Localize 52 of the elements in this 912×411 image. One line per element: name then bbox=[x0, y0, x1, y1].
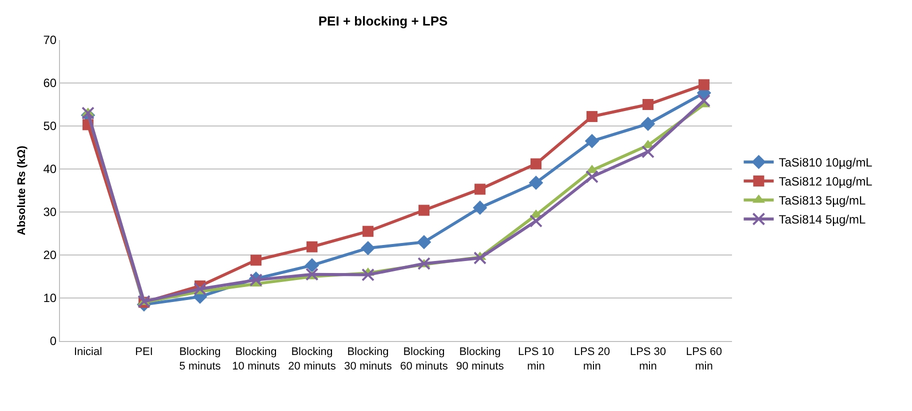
legend-label: TaSi813 5µg/mL bbox=[778, 194, 866, 208]
y-tick-label: 30 bbox=[43, 205, 57, 220]
y-tick-label: 70 bbox=[43, 33, 57, 48]
point bbox=[194, 282, 206, 296]
x-tick-label: Blocking 30 minuts bbox=[344, 346, 392, 372]
point bbox=[474, 184, 486, 195]
point bbox=[530, 214, 542, 228]
y-tick-label: 60 bbox=[43, 76, 57, 90]
point bbox=[528, 176, 544, 190]
point bbox=[360, 240, 376, 256]
point bbox=[530, 158, 542, 170]
point bbox=[306, 268, 318, 281]
x-tick-label: Blocking 10 minuts bbox=[232, 346, 280, 372]
point bbox=[418, 257, 430, 270]
x-tick-label: Blocking 90 minuts bbox=[456, 346, 504, 372]
y-tick-label: 20 bbox=[43, 248, 57, 262]
legend-label: TaSi812 10µg/mL bbox=[778, 174, 873, 189]
x-tick-label: LPS 30 min bbox=[630, 346, 666, 372]
legend-label: TaSi810 10µg/mL bbox=[778, 156, 873, 170]
point bbox=[640, 116, 656, 131]
point bbox=[472, 200, 488, 215]
legend-label: TaSi814 5µg/mL bbox=[778, 212, 866, 227]
x-tick-label: Blocking 20 minuts bbox=[288, 346, 336, 372]
point bbox=[642, 145, 654, 158]
y-tick-label: 0 bbox=[50, 334, 57, 348]
x-tick-label: PEI bbox=[135, 346, 153, 358]
y-tick-label: 50 bbox=[43, 119, 57, 134]
x-tick-label: Blocking 60 minuts bbox=[400, 346, 448, 372]
point bbox=[82, 106, 94, 120]
point bbox=[584, 134, 600, 148]
x-tick-label: Blocking 5 minuts bbox=[179, 346, 222, 372]
point bbox=[586, 170, 598, 184]
x-tick-label: Inicial bbox=[74, 346, 102, 358]
point bbox=[586, 111, 598, 122]
point bbox=[698, 94, 710, 108]
x-tick-label: LPS 20 min bbox=[574, 346, 610, 372]
point bbox=[642, 99, 654, 110]
x-tick-label: LPS 60 min bbox=[686, 346, 722, 372]
point bbox=[250, 254, 262, 266]
point bbox=[304, 258, 320, 272]
point bbox=[362, 226, 374, 237]
point bbox=[416, 234, 432, 250]
point bbox=[474, 252, 486, 265]
point bbox=[306, 241, 318, 252]
point bbox=[362, 268, 374, 282]
x-tick-label: LPS 10 min bbox=[518, 346, 554, 372]
y-axis-title: Absolute Rs (kΩ) bbox=[16, 145, 28, 236]
point bbox=[418, 204, 430, 216]
y-tick-label: 10 bbox=[43, 291, 57, 306]
chart-title: PEI + blocking + LPS bbox=[318, 14, 448, 29]
y-tick-label: 40 bbox=[43, 162, 57, 176]
point bbox=[698, 79, 710, 90]
